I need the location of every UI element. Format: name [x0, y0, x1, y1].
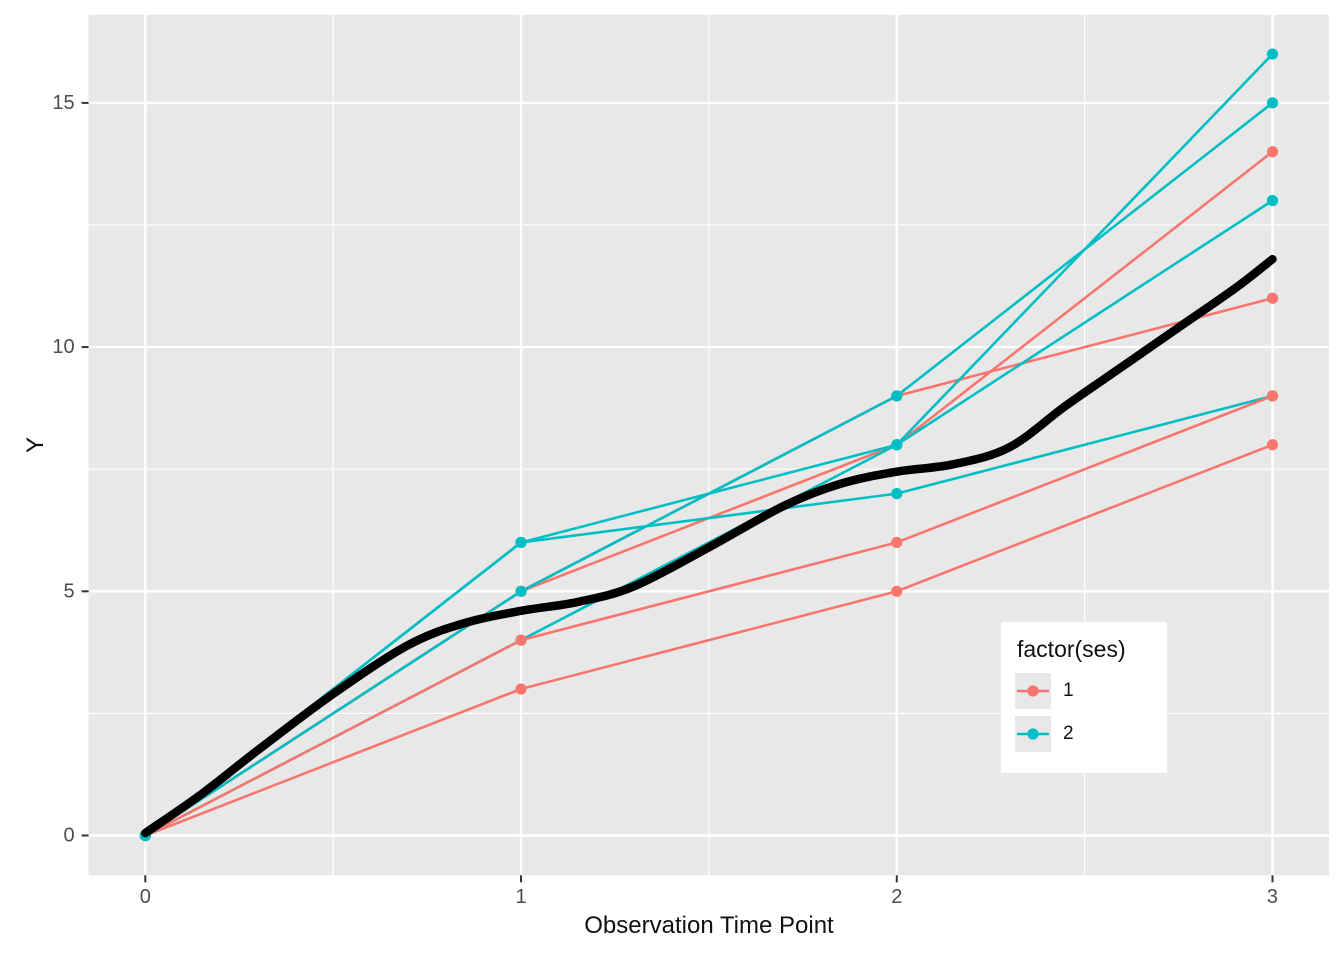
trajectory-line-ses1: [144, 394, 1274, 837]
x-tick-label: 3: [1267, 886, 1278, 908]
y-tick-label: 5: [63, 580, 74, 602]
legend-entry-label: 2: [1063, 723, 1074, 744]
data-point-ses2: [1266, 97, 1279, 109]
legend-entry: 2: [1015, 716, 1153, 752]
trajectory-line-ses1: [144, 443, 1274, 837]
x-tick-label: 2: [891, 886, 902, 908]
legend-entry-label: 1: [1063, 680, 1074, 701]
y-tick-label: 0: [63, 825, 74, 847]
data-point-ses2: [891, 488, 903, 500]
data-point-ses2: [891, 439, 903, 451]
data-point-ses1: [1266, 439, 1279, 451]
data-point-ses2: [891, 390, 903, 402]
data-point-ses1: [1266, 292, 1279, 304]
y-tick-label: 15: [52, 92, 74, 114]
x-axis-title: Observation Time Point: [584, 912, 834, 939]
legend-key-swatch: [1015, 716, 1051, 752]
legend-title: factor(ses): [1017, 636, 1126, 662]
x-tick-label: 0: [140, 886, 151, 908]
smoother-line: [141, 254, 1277, 838]
data-point-ses2: [1266, 48, 1279, 60]
data-point-ses2: [515, 585, 527, 597]
y-axis-title: Y: [22, 437, 49, 454]
legend-key-swatch: [1015, 673, 1051, 709]
y-tick-label: 10: [52, 336, 74, 358]
data-point-ses2: [515, 536, 527, 549]
x-tick-label: 1: [515, 886, 526, 908]
data-point-ses1: [515, 683, 527, 695]
data-point-ses1: [515, 634, 527, 646]
data-point-ses1: [891, 585, 903, 597]
data-point-ses1: [891, 536, 903, 549]
legend-entry: 1: [1015, 673, 1153, 709]
data-point-ses1: [1266, 390, 1279, 402]
data-point-ses1: [1266, 146, 1279, 158]
data-point-ses2: [1266, 194, 1279, 207]
